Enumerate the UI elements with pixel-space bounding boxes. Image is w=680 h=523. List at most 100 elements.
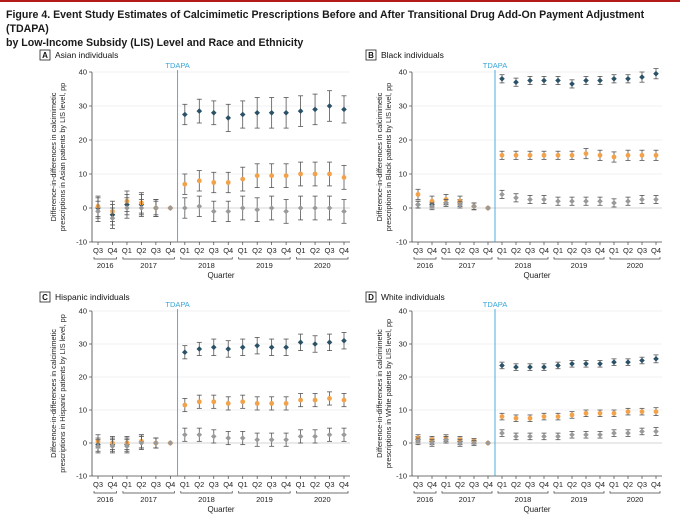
x-tick-label: Q4 [223,480,233,489]
data-point [499,362,505,369]
data-point [653,409,659,415]
data-point [569,412,575,418]
y-tick-label: -10 [396,472,407,481]
x-tick-label: Q4 [595,246,605,255]
data-point [341,106,347,113]
year-bracket [93,257,117,260]
y-tick-label: 30 [399,340,407,349]
data-point [182,111,188,118]
x-tick-label: Q1 [122,246,132,255]
data-point [569,198,575,204]
data-point [341,208,347,215]
y-tick-label: 20 [79,373,87,382]
data-point [240,176,246,182]
year-label: 2016 [97,261,114,270]
x-tick-label: Q4 [427,246,437,255]
data-point [583,361,589,367]
series-no-lis [95,195,347,229]
data-point [639,409,645,415]
x-axis-label: Quarter [207,271,234,280]
data-point [283,173,289,179]
x-tick-label: Q3 [267,480,277,489]
x-tick-label: Q3 [525,480,535,489]
data-point [254,206,260,213]
data-point [499,430,505,436]
data-point [527,196,533,203]
year-bracket [413,491,437,494]
y-tick-label: 40 [79,307,87,316]
data-point [283,110,289,116]
x-tick-label: Q3 [581,480,591,489]
data-point [211,180,217,185]
data-point [138,440,145,446]
data-point [196,431,203,438]
data-point [225,180,231,185]
data-point [611,76,617,82]
x-tick-label: Q4 [427,480,437,489]
x-tick-label: Q2 [194,246,204,255]
data-point [283,344,289,351]
x-axis-label: Quarter [523,271,550,280]
x-tick-label: Q3 [581,246,591,255]
data-point [254,436,260,443]
y-tick-label: 30 [79,102,87,111]
x-tick-label: Q4 [539,246,549,255]
x-tick-label: Q4 [281,480,291,489]
year-bracket [497,257,549,260]
data-point [555,198,561,204]
data-point [341,431,347,438]
data-point [499,191,505,198]
year-bracket [413,257,437,260]
x-tick-label: Q3 [525,246,535,255]
data-point [182,431,188,438]
data-point [210,433,217,440]
data-point [239,205,246,211]
data-point [457,440,463,446]
year-bracket [609,491,661,494]
x-tick-label: Q1 [553,246,563,255]
data-point [611,154,617,160]
x-tick-label: Q2 [567,480,577,489]
panel-title: Hispanic individuals [55,292,130,302]
data-point [527,415,533,421]
data-point [297,433,304,440]
y-tick-label: 10 [399,170,407,179]
data-point [240,399,246,405]
x-tick-label: Q4 [651,246,661,255]
data-point [268,110,275,116]
year-label: 2020 [627,261,644,270]
data-point [471,440,477,446]
data-point [326,339,333,346]
y-axis-label-line-2: prescriptions in White patients by LIS l… [384,319,393,468]
x-tick-label: Q1 [497,480,507,489]
panel-title: White individuals [381,292,445,302]
data-point [443,200,449,206]
x-tick-label: Q3 [209,246,219,255]
data-point [541,364,547,370]
data-point [513,415,519,421]
x-tick-label: Q4 [339,246,349,255]
data-point [583,151,589,157]
data-point [541,433,547,440]
x-tick-label: Q3 [413,480,423,489]
x-tick-label: Q2 [623,480,633,489]
data-point [583,410,589,416]
panel-label-box [365,291,377,303]
figure-top-rule [0,0,680,2]
x-tick-label: Q1 [238,480,248,489]
data-point [153,205,159,211]
y-axis-label-line-1: Difference-in-differences in calcimimeti… [49,92,58,221]
data-point [555,362,561,369]
data-point [415,201,421,208]
data-point [499,152,505,158]
x-tick-label: Q1 [238,246,248,255]
data-point [167,440,174,446]
x-tick-label: Q3 [637,246,647,255]
x-tick-label: Q4 [483,480,493,489]
data-point [341,175,347,180]
year-bracket [296,257,349,260]
panel-label: B [368,51,374,60]
x-tick-label: Q3 [93,480,103,489]
data-point [443,436,449,443]
y-tick-label: 0 [83,439,87,448]
